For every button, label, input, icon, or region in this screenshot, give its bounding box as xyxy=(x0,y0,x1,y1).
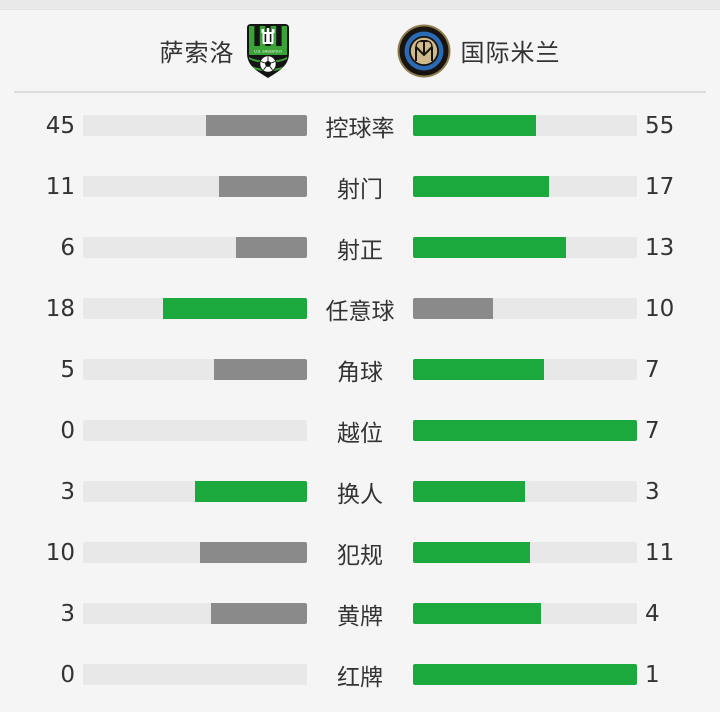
away-stat-value: 55 xyxy=(645,112,675,139)
home-stat-value: 0 xyxy=(60,661,75,688)
away-team-name: 国际米兰 xyxy=(460,39,561,67)
stat-row: 3 换人 3 xyxy=(0,461,720,522)
away-stat-value: 3 xyxy=(645,478,660,505)
top-strip xyxy=(0,0,720,10)
stat-row: 10 犯规 11 xyxy=(0,522,720,583)
home-stat-bar-fill xyxy=(219,176,307,197)
away-stat-bar-fill xyxy=(413,176,549,197)
away-stat-bar-fill xyxy=(413,359,544,380)
home-stat-bar-fill xyxy=(200,542,307,563)
away-stat-bar xyxy=(413,237,637,258)
away-stat-bar-fill xyxy=(413,298,493,319)
stat-label: 角球 xyxy=(337,359,383,386)
away-stat-bar xyxy=(413,542,637,563)
away-stat-value: 4 xyxy=(645,600,660,627)
away-team[interactable]: 国际米兰 xyxy=(397,24,561,78)
away-stat-value: 17 xyxy=(645,173,675,200)
home-team-name: 萨索洛 xyxy=(159,39,235,67)
away-stat-bar-fill xyxy=(413,542,531,563)
stat-label: 射正 xyxy=(337,237,383,264)
home-stat-bar xyxy=(83,481,307,502)
home-stat-bar-fill xyxy=(206,115,307,136)
away-stat-bar xyxy=(413,420,637,441)
home-stat-bar xyxy=(83,420,307,441)
page-bottom-edge xyxy=(0,705,720,712)
stat-row: 11 射门 17 xyxy=(0,156,720,217)
stat-label: 控球率 xyxy=(325,115,395,142)
away-stat-bar xyxy=(413,664,637,685)
home-stat-bar xyxy=(83,359,307,380)
stat-label: 越位 xyxy=(337,420,383,447)
away-stat-bar xyxy=(413,359,637,380)
home-stat-bar xyxy=(83,237,307,258)
stat-label: 犯规 xyxy=(337,542,383,569)
away-stat-value: 10 xyxy=(645,295,675,322)
home-stat-bar-fill xyxy=(211,603,307,624)
away-stat-bar xyxy=(413,298,637,319)
stat-row: 6 射正 13 xyxy=(0,217,720,278)
away-stat-value: 7 xyxy=(645,417,660,444)
away-stat-bar xyxy=(413,481,637,502)
home-stat-value: 3 xyxy=(60,478,75,505)
stat-label: 黄牌 xyxy=(337,603,383,630)
home-stat-value: 18 xyxy=(45,295,75,322)
away-stat-value: 13 xyxy=(645,234,675,261)
home-stat-value: 11 xyxy=(45,173,75,200)
stat-row: 3 黄牌 4 xyxy=(0,583,720,644)
stat-row: 0 红牌 1 xyxy=(0,644,720,705)
inter-milan-logo xyxy=(397,24,450,77)
away-stat-value: 11 xyxy=(645,539,675,566)
stats-panel: 45 控球率 55 11 射门 17 6 射正 13 18 任意球 10 5 角球 7 0 越位 7 3 换人 3 10 犯… xyxy=(0,93,720,705)
stat-label: 红牌 xyxy=(337,664,383,691)
home-stat-bar xyxy=(83,176,307,197)
home-stat-bar-fill xyxy=(236,237,307,258)
stat-row: 5 角球 7 xyxy=(0,339,720,400)
home-team[interactable]: 萨索洛 xyxy=(160,22,291,79)
header-divider xyxy=(14,91,706,93)
home-stat-value: 10 xyxy=(45,539,75,566)
home-stat-bar-fill xyxy=(163,298,307,319)
stat-label: 换人 xyxy=(337,481,383,508)
home-stat-value: 6 xyxy=(60,234,75,261)
home-stat-bar-fill xyxy=(213,359,307,380)
away-stat-value: 7 xyxy=(645,356,660,383)
stat-row: 18 任意球 10 xyxy=(0,278,720,339)
away-stat-bar-fill xyxy=(413,603,541,624)
home-stat-value: 45 xyxy=(45,112,75,139)
stat-label: 任意球 xyxy=(325,298,395,325)
sassuolo-logo: U.S. SASSUOLO xyxy=(246,24,289,78)
home-stat-bar xyxy=(83,664,307,685)
home-stat-bar xyxy=(83,542,307,563)
stat-row: 0 越位 7 xyxy=(0,400,720,461)
away-stat-bar-fill xyxy=(413,420,637,441)
stat-row: 45 控球率 55 xyxy=(0,95,720,156)
away-stat-bar-fill xyxy=(413,237,567,258)
home-stat-bar xyxy=(83,298,307,319)
away-stat-value: 1 xyxy=(645,661,660,688)
away-stat-bar xyxy=(413,115,637,136)
home-stat-bar xyxy=(83,115,307,136)
home-stat-bar-fill xyxy=(195,481,307,502)
home-stat-value: 5 xyxy=(60,356,75,383)
match-header: 萨索洛 xyxy=(0,10,720,91)
away-stat-bar-fill xyxy=(413,664,637,685)
away-stat-bar-fill xyxy=(413,115,537,136)
away-stat-bar xyxy=(413,176,637,197)
away-stat-bar xyxy=(413,603,637,624)
home-stat-bar xyxy=(83,603,307,624)
home-stat-value: 0 xyxy=(60,417,75,444)
away-stat-bar-fill xyxy=(413,481,525,502)
svg-text:U.S. SASSUOLO: U.S. SASSUOLO xyxy=(254,50,282,54)
home-stat-value: 3 xyxy=(60,600,75,627)
stat-label: 射门 xyxy=(337,176,383,203)
